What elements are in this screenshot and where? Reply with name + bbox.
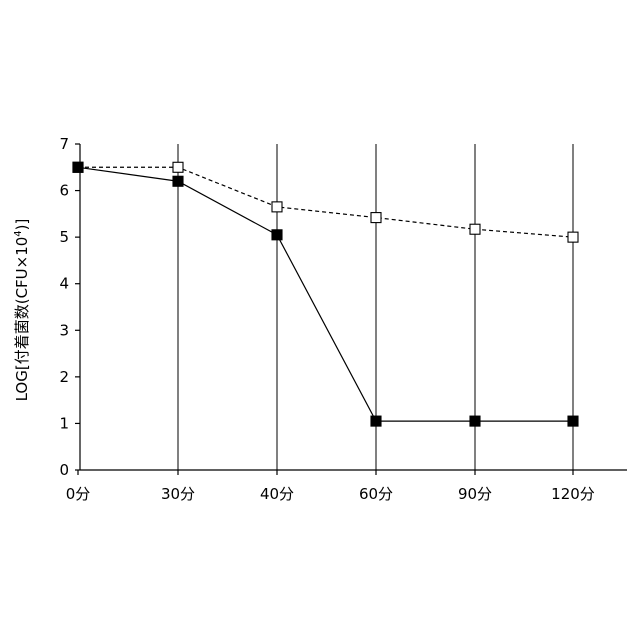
series-0-point-2 <box>272 202 282 212</box>
x-tick-label-1: 30分 <box>161 485 195 503</box>
series-0-point-3 <box>371 213 381 223</box>
y-axis-title-base: LOG[付着菌数(CFU×10 <box>13 237 31 402</box>
x-axis-ticks: 0分 30分 40分 60分 90分 120分 <box>66 470 595 503</box>
x-tick-label-4: 90分 <box>458 485 492 503</box>
y-tick-label-7: 7 <box>59 135 69 153</box>
y-tick-label-1: 1 <box>59 414 69 432</box>
series-1 <box>73 162 578 426</box>
x-tick-label-0: 0分 <box>66 485 91 503</box>
x-tick-label-5: 120分 <box>551 485 595 503</box>
y-tick-label-2: 2 <box>59 368 69 386</box>
y-axis-title-end: )] <box>13 219 31 231</box>
y-tick-label-0: 0 <box>59 461 69 479</box>
series-1-point-3 <box>371 416 381 426</box>
series-0-point-1 <box>173 162 183 172</box>
series-0-point-4 <box>470 224 480 234</box>
series-1-point-4 <box>470 416 480 426</box>
series-0-point-5 <box>568 232 578 242</box>
series-1-point-2 <box>272 230 282 240</box>
y-axis-ticks: 0 1 2 3 4 5 6 7 <box>59 135 80 479</box>
y-tick-label-4: 4 <box>59 275 69 293</box>
series-group <box>73 162 578 426</box>
y-tick-label-5: 5 <box>59 228 69 246</box>
series-1-point-0 <box>73 162 83 172</box>
series-0 <box>73 162 578 242</box>
series-1-line <box>78 167 573 421</box>
series-1-point-5 <box>568 416 578 426</box>
series-1-point-1 <box>173 176 183 186</box>
y-tick-label-6: 6 <box>59 182 69 200</box>
x-tick-label-2: 40分 <box>260 485 294 503</box>
x-tick-label-3: 60分 <box>359 485 393 503</box>
y-axis-title: LOG[付着菌数(CFU×104)] <box>13 219 31 402</box>
y-tick-label-3: 3 <box>59 321 69 339</box>
